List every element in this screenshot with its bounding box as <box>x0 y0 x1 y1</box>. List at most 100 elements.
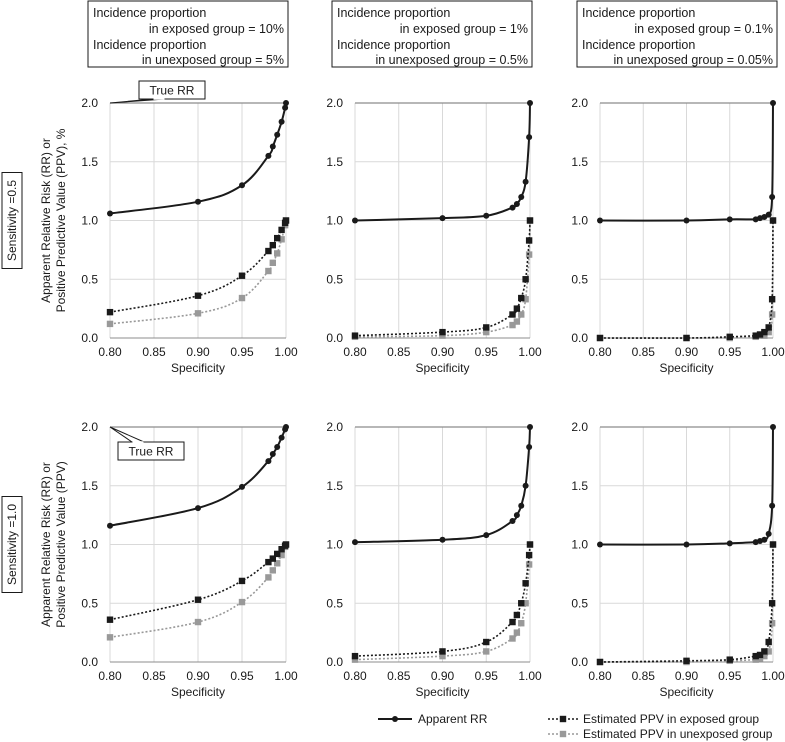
legend-ppv-unexposed-label: Estimated PPV in unexposed group <box>583 727 773 741</box>
x-tick-label: 0.95 <box>475 345 499 359</box>
ppv-exposed-point <box>269 555 276 562</box>
chart-panels: 0.80 0.85 0.90 0.95 1.00 0.0 0.5 1.0 1.5 2.0 Speci… <box>81 80 785 699</box>
x-axis-title: Specificity <box>659 685 713 699</box>
rr-point <box>527 100 533 106</box>
y-tick-label: 1.5 <box>571 479 588 493</box>
rr-point <box>726 540 733 547</box>
y-tick-label: 2.0 <box>571 420 588 434</box>
legend-ppv-exposed-marker <box>559 715 567 723</box>
y-tick-label: 0.0 <box>326 331 343 345</box>
y-tick-label: 0.0 <box>326 655 343 669</box>
ppv-exposed-point <box>726 656 733 663</box>
ppv-unexposed-point <box>765 648 772 655</box>
incidence-box-line: in exposed group = 0.1% <box>634 22 773 36</box>
ppv-exposed-point <box>752 652 759 660</box>
y-tick-label: 0.0 <box>571 331 588 345</box>
legend-ppv-exposed-label: Estimated PPV in exposed group <box>583 712 759 726</box>
ppv-unexposed-point <box>265 574 272 581</box>
rr-point <box>352 539 358 546</box>
rr-point <box>769 194 776 200</box>
y-tick-label: 1.5 <box>571 155 588 169</box>
rr-point <box>283 424 289 430</box>
incidence-box-2 <box>331 0 533 68</box>
ppv-unexposed-point <box>351 656 359 663</box>
ppv-unexposed-point <box>518 620 525 627</box>
x-tick-label: 1.00 <box>518 345 542 359</box>
ppv-unexposed-point <box>765 328 772 336</box>
rr-point <box>522 482 529 489</box>
sensitivity-label-box <box>1 496 23 593</box>
legend: Apparent RR Estimated PPV in exposed grou… <box>378 712 773 741</box>
ppv-unexposed-point <box>509 321 516 329</box>
x-tick-label: 0.95 <box>230 669 254 683</box>
ppv-exposed-point <box>518 600 525 607</box>
ppv-unexposed-point <box>509 635 516 642</box>
x-tick-label: 0.90 <box>186 345 210 359</box>
y-tick-label: 1.0 <box>326 538 343 552</box>
ppv-exposed-point <box>509 618 516 626</box>
ppv-exposed-point <box>683 334 690 342</box>
ppv-unexposed-point <box>768 620 776 627</box>
x-tick-label: 0.80 <box>588 345 612 359</box>
ppv-unexposed-point <box>756 655 764 662</box>
x-tick-label: 0.85 <box>387 669 411 683</box>
x-tick-label: 0.95 <box>230 345 254 359</box>
ppv-exposed-point <box>596 334 604 342</box>
ppv-exposed-point <box>522 580 529 587</box>
x-tick-label: 0.90 <box>675 345 699 359</box>
ppv-unexposed-point <box>269 259 276 266</box>
ppv-exposed-point <box>768 600 776 607</box>
x-axis-title: Specificity <box>171 361 225 375</box>
incidence-box-line: in exposed group = 10% <box>149 22 284 36</box>
y-tick-label: 1.0 <box>81 214 98 228</box>
rr-point <box>526 134 533 141</box>
ppv-unexposed-point <box>106 320 114 328</box>
y-tick-label: 1.0 <box>571 538 588 552</box>
y-tick-label: 1.0 <box>326 214 343 228</box>
x-tick-label: 0.90 <box>186 669 210 683</box>
ppv-unexposed-point <box>439 652 446 660</box>
ppv-exposed-point <box>683 657 690 665</box>
ppv-exposed-point <box>525 551 533 559</box>
y-tick-label: 1.0 <box>571 214 588 228</box>
ppv-exposed-point <box>509 311 516 318</box>
y-axis-title-line-1: Apparent Relative Risk (RR) or <box>39 138 53 303</box>
x-tick-label: 1.00 <box>518 669 542 683</box>
ppv-unexposed-point <box>265 267 272 275</box>
rr-point <box>522 178 529 185</box>
incidence-box-3 <box>576 0 778 68</box>
x-tick-label: 0.90 <box>431 669 455 683</box>
x-tick-label: 0.95 <box>718 669 742 683</box>
ppv-exposed-point <box>513 611 521 619</box>
ppv-exposed-point <box>194 292 202 299</box>
sensitivity-label: Sensitivity =0.5 <box>5 180 19 261</box>
ppv-unexposed-point <box>274 560 281 567</box>
true-rr-callout-label: True RR <box>150 84 195 98</box>
y-tick-label: 0.5 <box>326 272 343 286</box>
ppv-unexposed-point <box>525 561 533 568</box>
ppv-exposed-point <box>265 558 272 566</box>
ppv-exposed-point <box>106 308 114 316</box>
true-rr-callout-label: True RR <box>129 445 174 459</box>
ppv-unexposed-point <box>518 311 525 318</box>
true-rr-callout-pointer <box>109 98 166 104</box>
ppv-exposed-point <box>518 294 525 302</box>
incidence-box-line: in unexposed group = 5% <box>142 53 284 67</box>
legend-rr-label: Apparent RR <box>418 712 488 726</box>
ppv-unexposed-point <box>194 310 202 317</box>
rr-point <box>726 216 733 223</box>
chart-panel-1: 0.80 0.85 0.90 0.95 1.00 0.0 0.5 1.0 1.5 2.0 Speci… <box>81 80 298 375</box>
rr-point <box>278 118 285 125</box>
x-axis-title: Specificity <box>659 361 713 375</box>
rr-point <box>683 541 690 548</box>
ppv-unexposed-point <box>439 332 446 339</box>
x-axis-title: Specificity <box>415 361 469 375</box>
ppv-exposed-point <box>278 226 285 234</box>
ppv-exposed-point <box>106 616 114 623</box>
y-tick-label: 2.0 <box>81 96 98 110</box>
rr-point <box>513 512 520 519</box>
rr-point <box>597 541 603 548</box>
y-axis-title-line-2: Positive Predictive Value (PPV) <box>54 461 68 628</box>
y-tick-label: 2.0 <box>81 420 98 434</box>
rr-point <box>278 434 285 441</box>
